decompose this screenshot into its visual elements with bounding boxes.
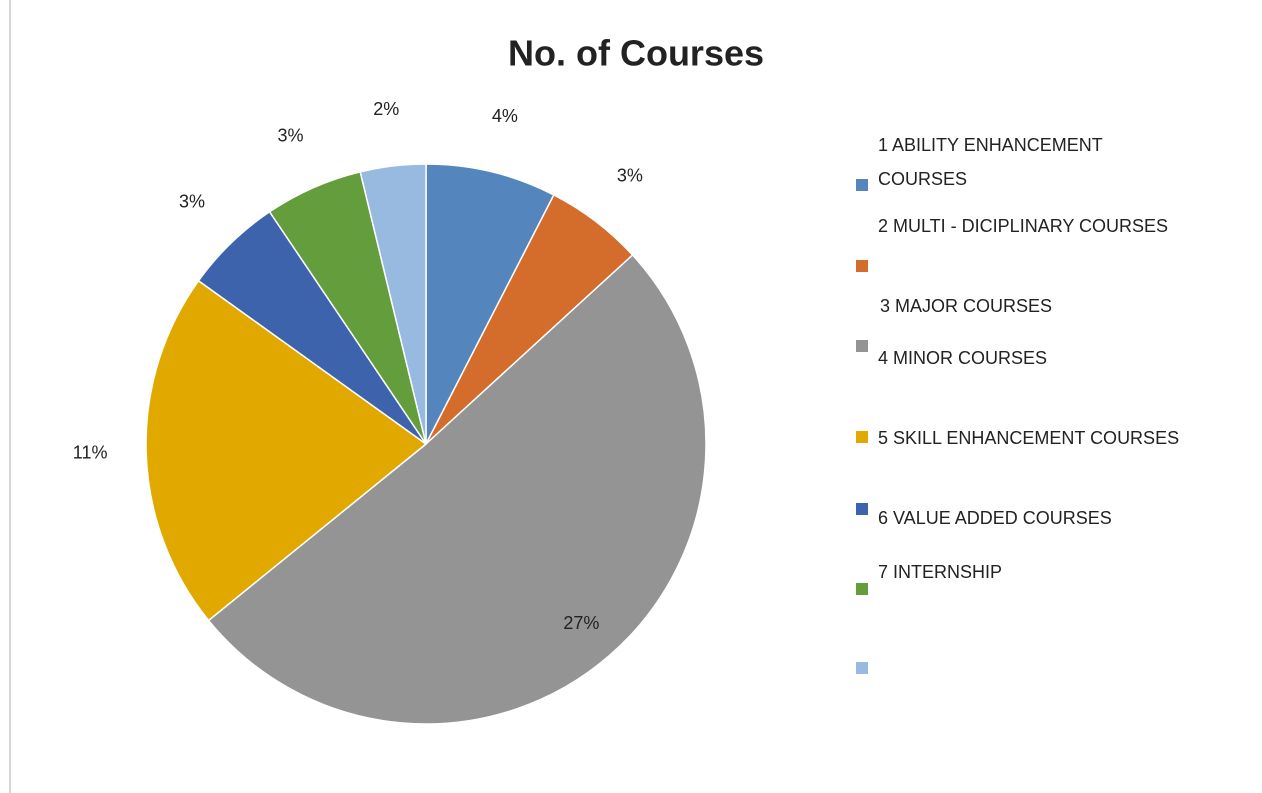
legend-marker: [856, 260, 868, 272]
data-label: 3%: [278, 125, 304, 145]
data-label: 11%: [73, 443, 108, 463]
legend-marker: [856, 583, 868, 595]
legend-marker: [856, 340, 868, 352]
legend-marker: [856, 431, 868, 443]
legend-label: 4 MINOR COURSES: [878, 348, 1048, 368]
pie-slice: [425, 163, 555, 445]
legend-label: 5 SKILL ENHANCEMENT COURSES: [878, 428, 1180, 448]
data-label: 2%: [373, 99, 399, 119]
chart-title: No. of Courses: [508, 33, 764, 74]
data-label: 3%: [179, 192, 205, 212]
pie-slice: [207, 253, 707, 725]
legend-label: 3 MAJOR COURSES: [880, 296, 1053, 316]
legend-label: 1 ABILITY ENHANCEMENT COURSES: [878, 135, 1103, 189]
data-label: 27%: [563, 613, 599, 633]
pie-slice: [359, 163, 427, 445]
pie-slice: [145, 279, 428, 622]
legend-label: 2 MULTI - DICIPLINARY COURSES: [878, 216, 1169, 236]
data-label: 4%: [492, 106, 518, 126]
legend-label: 7 INTERNSHIP: [878, 562, 1003, 582]
data-label: 3%: [617, 166, 643, 186]
legend-marker: [856, 503, 868, 515]
legend-marker: [856, 179, 868, 191]
legend-label: 6 VALUE ADDED COURSES: [878, 508, 1112, 528]
legend-marker: [856, 662, 868, 674]
